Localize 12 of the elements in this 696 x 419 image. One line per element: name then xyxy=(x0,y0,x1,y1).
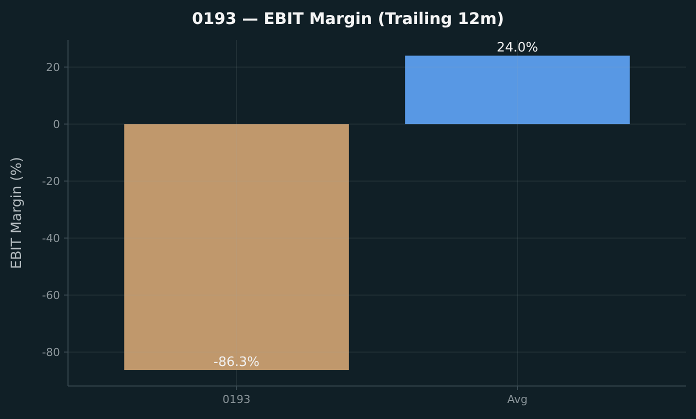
data-label: 24.0% xyxy=(496,40,538,56)
y-tick-label: -40 xyxy=(42,232,60,245)
chart-title: 0193 — EBIT Margin (Trailing 12m) xyxy=(192,9,504,28)
data-label: -86.3% xyxy=(214,355,260,370)
y-tick-label: 20 xyxy=(46,60,60,74)
y-tick-label: -60 xyxy=(42,288,60,302)
x-tick-label: Avg xyxy=(507,393,528,406)
y-tick-label: 0 xyxy=(53,118,60,131)
y-tick-label: -80 xyxy=(42,346,60,359)
x-tick-label: 0193 xyxy=(222,393,251,406)
y-axis-title: EBIT Margin (%) xyxy=(9,156,25,270)
y-tick-label: -20 xyxy=(42,174,60,188)
